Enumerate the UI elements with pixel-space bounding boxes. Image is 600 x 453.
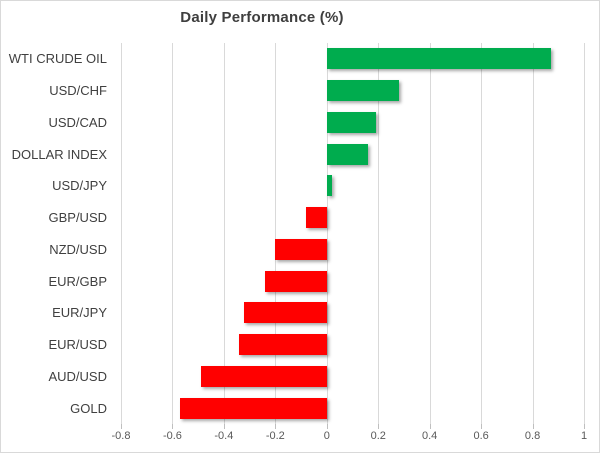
category-label-eur-gbp: EUR/GBP — [48, 273, 107, 289]
x-tick-label: -0.4 — [214, 430, 234, 442]
tick-mark-x-0.8 — [532, 424, 534, 429]
category-label-eur-usd: EUR/USD — [48, 337, 107, 353]
category-label-dollar-index: DOLLAR INDEX — [11, 146, 107, 162]
bar-gbp-usd — [306, 207, 327, 229]
gridline-x--0.8 — [121, 43, 122, 429]
tick-mark-x-0.2 — [378, 424, 380, 429]
category-label-gbp-usd: GBP/USD — [48, 210, 107, 226]
x-tick-label: 1 — [580, 430, 588, 442]
category-label-usd-chf: USD/CHF — [49, 83, 107, 99]
bar-gold — [180, 397, 327, 419]
bar-aud-usd — [200, 365, 327, 387]
category-axis: WTI CRUDE OIL USD/CHF USD/CAD DOLLAR INDEX U… — [1, 43, 107, 424]
plot-area — [121, 43, 585, 429]
tick-mark-x-0.6 — [481, 424, 483, 429]
tick-mark-x--0.6 — [172, 424, 174, 429]
tick-mark-x-1 — [584, 424, 585, 429]
tick-mark-x-0 — [326, 424, 328, 429]
x-tick-label: -0.8 — [111, 430, 131, 442]
gridline-x-0.6 — [481, 43, 483, 429]
gridline-x--0.2 — [275, 43, 277, 429]
gridline-x-0.2 — [378, 43, 380, 429]
category-label-eur-jpy: EUR/JPY — [52, 305, 107, 321]
tick-mark-x--0.4 — [223, 424, 225, 429]
chart-title: Daily Performance (%) — [180, 9, 344, 26]
gridline-x-1 — [584, 43, 585, 429]
bar-eur-gbp — [265, 270, 327, 292]
x-tick-label: 0 — [323, 430, 330, 442]
tick-mark-x-0.4 — [429, 424, 431, 429]
tick-mark-x--0.2 — [275, 424, 277, 429]
bar-usd-chf — [326, 80, 399, 102]
value-axis: -0.8 -0.6 -0.4 -0.2 0 0.2 0.4 0.6 0.8 1 — [112, 430, 588, 446]
gridline-x-0.8 — [532, 43, 534, 429]
bar-usd-jpy — [326, 175, 332, 197]
bar-nzd-usd — [275, 238, 327, 260]
gridline-x-0.4 — [429, 43, 431, 429]
gridline-x--0.6 — [172, 43, 174, 429]
bar-eur-usd — [239, 334, 327, 356]
x-tick-label: 0.2 — [370, 430, 386, 442]
tick-mark-x--0.8 — [121, 424, 122, 429]
gridline-x-0 — [326, 43, 328, 429]
x-tick-label: 0.6 — [473, 430, 489, 442]
gridline-x--0.4 — [223, 43, 225, 429]
bar-wti-crude-oil — [326, 48, 551, 70]
x-tick-label: 0.8 — [524, 430, 541, 442]
category-label-usd-cad: USD/CAD — [48, 114, 107, 130]
category-label-nzd-usd: NZD/USD — [49, 241, 107, 257]
bar-eur-jpy — [244, 302, 327, 324]
category-label-usd-jpy: USD/JPY — [52, 178, 107, 194]
x-tick-label: 0.4 — [422, 430, 438, 442]
x-tick-label: -0.6 — [162, 430, 182, 442]
bar-dollar-index — [326, 143, 368, 165]
category-label-aud-usd: AUD/USD — [48, 368, 107, 384]
category-label-wti-crude-oil: WTI CRUDE OIL — [8, 51, 107, 67]
bar-usd-cad — [326, 111, 376, 133]
category-label-gold: GOLD — [70, 400, 107, 416]
x-tick-label: -0.2 — [265, 430, 285, 442]
